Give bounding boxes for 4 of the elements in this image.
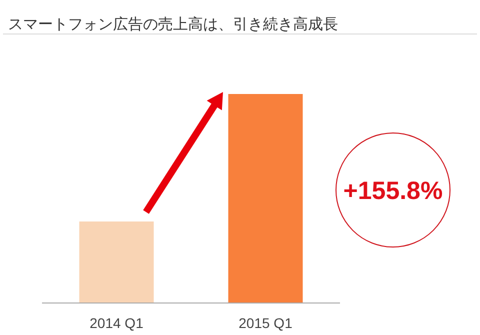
x-tick-label: 2014 Q1 bbox=[90, 315, 144, 331]
annotation: +155.8% bbox=[343, 177, 443, 205]
title: スマートフォン広告の売上高は、引き続き高成長 bbox=[8, 16, 338, 33]
x-tick-label: 2015 Q1 bbox=[238, 315, 293, 331]
